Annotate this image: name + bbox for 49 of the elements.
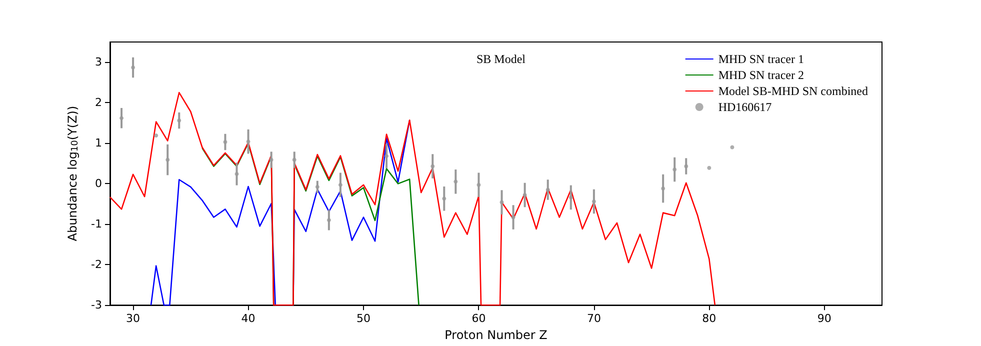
y-tick-label: 1 [95, 136, 102, 150]
point [707, 166, 712, 170]
y-tick-label: 2 [95, 96, 102, 110]
point [522, 193, 527, 197]
text: SB Model [476, 52, 526, 66]
legend-label: HD160617 [718, 100, 772, 114]
point [120, 116, 124, 120]
legend-label: Model SB-MHD SN combined [718, 84, 868, 98]
x-tick-label: 40 [241, 312, 256, 326]
point [500, 200, 504, 204]
point [592, 199, 596, 204]
x-tick-label: 90 [817, 312, 832, 326]
point [292, 158, 296, 162]
x-axis-title: Proton Number Z [444, 328, 548, 342]
x-tick-label: 70 [586, 312, 601, 326]
y-axis-title: Abundance log10(Y(Z)) [66, 106, 81, 242]
y-tick-label: 0 [95, 177, 102, 190]
point [246, 140, 250, 144]
point [730, 145, 734, 150]
point [234, 172, 239, 176]
point [568, 195, 573, 200]
point [661, 186, 666, 191]
point [223, 140, 228, 144]
point [315, 184, 320, 189]
point [684, 164, 688, 168]
x-tick-label: 50 [356, 312, 370, 326]
point [154, 134, 158, 138]
x-tick-label: 30 [126, 312, 140, 326]
point [166, 158, 170, 162]
point [338, 182, 342, 187]
point [476, 182, 481, 187]
line-series [109, 92, 716, 306]
x-tick-label: 60 [472, 312, 486, 326]
y-tick-label: -1 [91, 218, 102, 231]
point [177, 118, 182, 123]
point [430, 164, 435, 168]
point [546, 188, 550, 192]
x-tick-label: 80 [702, 312, 716, 326]
point [511, 215, 516, 220]
legend-label: MHD SN tracer 2 [718, 68, 804, 82]
point [454, 180, 458, 184]
point [442, 196, 446, 201]
point [326, 218, 331, 222]
y-tick-label: 3 [95, 56, 102, 69]
point [384, 154, 389, 158]
y-tick-label: -3 [91, 298, 102, 312]
y-tick-label: -2 [91, 258, 102, 272]
point [269, 158, 274, 162]
legend-label: MHD SN tracer 1 [718, 52, 804, 66]
